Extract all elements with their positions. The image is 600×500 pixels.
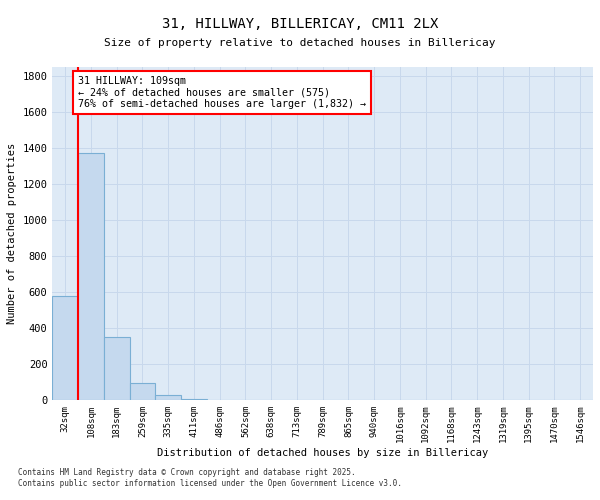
Text: Size of property relative to detached houses in Billericay: Size of property relative to detached ho… bbox=[104, 38, 496, 48]
Text: Contains HM Land Registry data © Crown copyright and database right 2025.
Contai: Contains HM Land Registry data © Crown c… bbox=[18, 468, 402, 487]
Bar bbox=[104, 337, 130, 400]
Bar bbox=[155, 394, 181, 400]
Y-axis label: Number of detached properties: Number of detached properties bbox=[7, 143, 17, 324]
Bar bbox=[52, 296, 78, 400]
Text: 31 HILLWAY: 109sqm
← 24% of detached houses are smaller (575)
76% of semi-detach: 31 HILLWAY: 109sqm ← 24% of detached hou… bbox=[78, 76, 366, 109]
Bar bbox=[181, 399, 207, 400]
Bar bbox=[130, 383, 155, 400]
Bar bbox=[78, 154, 104, 400]
X-axis label: Distribution of detached houses by size in Billericay: Distribution of detached houses by size … bbox=[157, 448, 488, 458]
Text: 31, HILLWAY, BILLERICAY, CM11 2LX: 31, HILLWAY, BILLERICAY, CM11 2LX bbox=[162, 18, 438, 32]
